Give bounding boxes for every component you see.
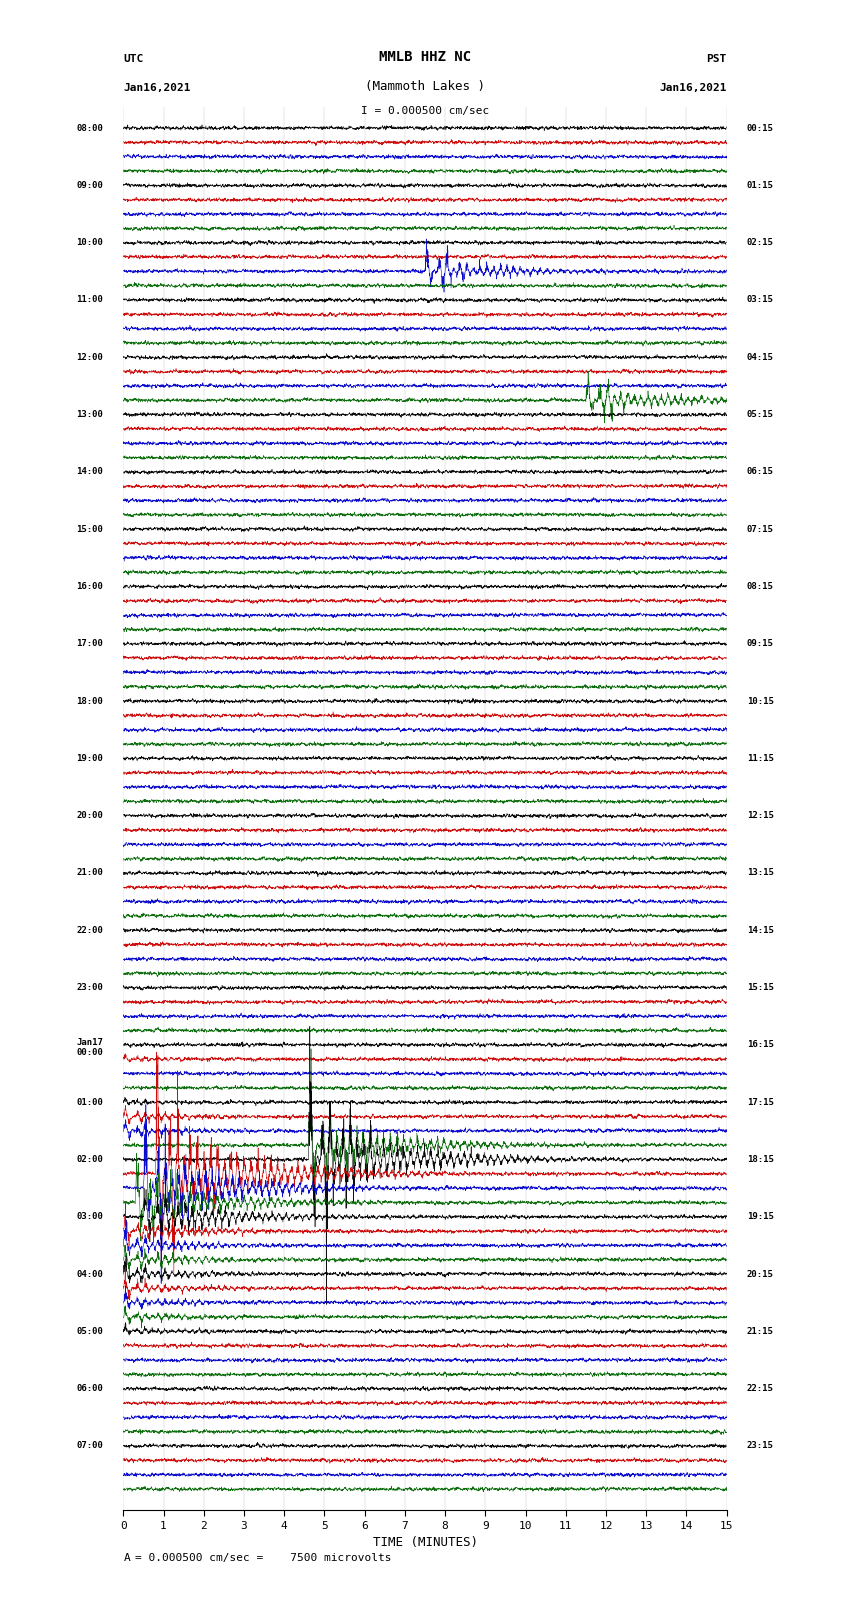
Text: 00:00: 00:00 <box>76 1048 103 1057</box>
Text: UTC: UTC <box>123 55 144 65</box>
Text: 09:00: 09:00 <box>76 181 103 190</box>
Text: 14:00: 14:00 <box>76 468 103 476</box>
Text: Jan16,2021: Jan16,2021 <box>659 82 727 92</box>
Text: 21:15: 21:15 <box>747 1327 774 1336</box>
Text: 17:15: 17:15 <box>747 1098 774 1107</box>
Text: 00:15: 00:15 <box>747 124 774 132</box>
Text: 21:00: 21:00 <box>76 868 103 877</box>
Text: 22:00: 22:00 <box>76 926 103 936</box>
Text: 19:00: 19:00 <box>76 753 103 763</box>
Text: 06:15: 06:15 <box>747 468 774 476</box>
Text: 12:00: 12:00 <box>76 353 103 361</box>
Text: 10:15: 10:15 <box>747 697 774 705</box>
Text: I = 0.000500 cm/sec: I = 0.000500 cm/sec <box>361 106 489 116</box>
Text: 13:00: 13:00 <box>76 410 103 419</box>
Text: = 0.000500 cm/sec =    7500 microvolts: = 0.000500 cm/sec = 7500 microvolts <box>135 1553 392 1563</box>
Text: 16:00: 16:00 <box>76 582 103 590</box>
X-axis label: TIME (MINUTES): TIME (MINUTES) <box>372 1537 478 1550</box>
Text: 03:00: 03:00 <box>76 1213 103 1221</box>
Text: 07:15: 07:15 <box>747 524 774 534</box>
Text: 13:15: 13:15 <box>747 868 774 877</box>
Text: 02:00: 02:00 <box>76 1155 103 1165</box>
Text: 05:00: 05:00 <box>76 1327 103 1336</box>
Text: 07:00: 07:00 <box>76 1442 103 1450</box>
Text: 03:15: 03:15 <box>747 295 774 305</box>
Text: 01:15: 01:15 <box>747 181 774 190</box>
Text: 22:15: 22:15 <box>747 1384 774 1394</box>
Text: 11:15: 11:15 <box>747 753 774 763</box>
Text: Jan16,2021: Jan16,2021 <box>123 82 191 92</box>
Text: 12:15: 12:15 <box>747 811 774 819</box>
Text: 19:15: 19:15 <box>747 1213 774 1221</box>
Text: 20:00: 20:00 <box>76 811 103 819</box>
Text: 16:15: 16:15 <box>747 1040 774 1050</box>
Text: 04:15: 04:15 <box>747 353 774 361</box>
Text: 18:15: 18:15 <box>747 1155 774 1165</box>
Text: 08:15: 08:15 <box>747 582 774 590</box>
Text: PST: PST <box>706 55 727 65</box>
Text: 11:00: 11:00 <box>76 295 103 305</box>
Text: 15:15: 15:15 <box>747 982 774 992</box>
Text: 10:00: 10:00 <box>76 239 103 247</box>
Text: 08:00: 08:00 <box>76 124 103 132</box>
Text: 06:00: 06:00 <box>76 1384 103 1394</box>
Text: 20:15: 20:15 <box>747 1269 774 1279</box>
Text: 15:00: 15:00 <box>76 524 103 534</box>
Text: 23:15: 23:15 <box>747 1442 774 1450</box>
Text: 05:15: 05:15 <box>747 410 774 419</box>
Text: 04:00: 04:00 <box>76 1269 103 1279</box>
Text: 09:15: 09:15 <box>747 639 774 648</box>
Text: MMLB HHZ NC: MMLB HHZ NC <box>379 50 471 65</box>
Text: 23:00: 23:00 <box>76 982 103 992</box>
Text: 14:15: 14:15 <box>747 926 774 936</box>
Text: 18:00: 18:00 <box>76 697 103 705</box>
Text: (Mammoth Lakes ): (Mammoth Lakes ) <box>365 79 485 92</box>
Text: 01:00: 01:00 <box>76 1098 103 1107</box>
Text: 17:00: 17:00 <box>76 639 103 648</box>
Text: Jan17: Jan17 <box>76 1039 103 1047</box>
Text: 02:15: 02:15 <box>747 239 774 247</box>
Text: A: A <box>123 1553 130 1563</box>
